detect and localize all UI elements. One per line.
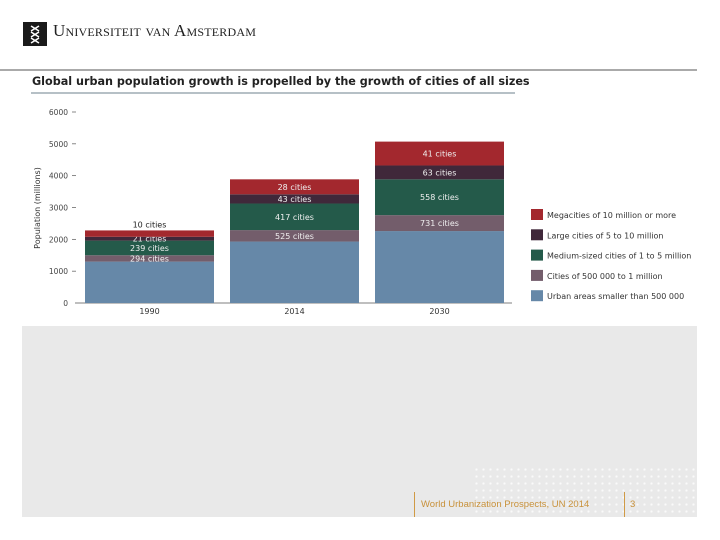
legend-swatch	[531, 209, 543, 220]
bar-segment-2030-3	[375, 165, 504, 180]
bar-segment-2030-1	[375, 215, 504, 232]
institution-name: Universiteit van Amsterdam	[53, 21, 257, 40]
chart-title: Global urban population growth is propel…	[32, 75, 530, 88]
legend-label: Cities of 500 000 to 1 million	[547, 272, 663, 281]
bar-segment-1990-1	[85, 255, 214, 262]
bar-segment-2014-0	[230, 241, 359, 303]
bar-segment-2030-0	[375, 231, 504, 303]
footer-divider-page	[624, 492, 625, 517]
bar-segment-1990-4	[85, 230, 214, 237]
uva-crest-icon	[23, 22, 47, 46]
segment-data-label: 41 cities	[423, 150, 457, 159]
segment-data-label: 294 cities	[130, 254, 169, 263]
header-divider	[0, 69, 697, 71]
y-tick-label: 0	[63, 299, 68, 308]
segment-data-label: 239 cities	[130, 244, 169, 253]
y-tick-label: 4000	[49, 172, 68, 181]
legend-swatch	[531, 269, 543, 281]
segment-data-label: 417 cities	[275, 213, 314, 222]
segment-data-label: 28 cities	[278, 183, 312, 192]
segment-data-label: 43 cities	[278, 195, 312, 204]
bar-segment-2014-2	[230, 203, 359, 231]
segment-data-label: 63 cities	[423, 168, 457, 177]
x-tick-label: 2014	[284, 307, 304, 316]
legend-label: Large cities of 5 to 10 million	[547, 231, 664, 240]
segment-data-label: 558 cities	[420, 193, 459, 202]
legend-swatch	[531, 229, 543, 241]
legend-label: Megacities of 10 million or more	[547, 211, 676, 220]
segment-data-label: 525 cities	[275, 232, 314, 241]
bar-segment-2030-4	[375, 141, 504, 166]
legend-label: Urban areas smaller than 500 000	[547, 292, 684, 301]
segment-data-label: 731 cities	[420, 219, 459, 228]
dot-pattern-decoration	[473, 466, 697, 517]
y-tick-label: 2000	[49, 235, 68, 244]
y-axis-label: Population (millions)	[33, 167, 42, 249]
crest-glyph-icon	[30, 25, 40, 44]
bar-segment-2030-2	[375, 179, 504, 216]
bar-segment-1990-3	[85, 236, 214, 241]
x-tick-label: 2030	[429, 307, 449, 316]
legend-swatch	[531, 249, 543, 261]
y-tick-label: 3000	[49, 204, 68, 213]
legend-swatch	[531, 290, 543, 302]
footer-source: World Urbanization Prospects, UN 2014	[421, 499, 590, 510]
bar-segment-1990-0	[85, 261, 214, 303]
y-tick-label: 1000	[49, 267, 68, 276]
legend-label: Medium-sized cities of 1 to 5 million	[547, 252, 691, 261]
segment-data-label: 10 cities	[133, 220, 167, 229]
y-tick-label: 5000	[49, 140, 68, 149]
page-number: 3	[630, 499, 636, 510]
bar-segment-2014-4	[230, 179, 359, 195]
segment-data-label: 21 cities	[133, 235, 167, 244]
x-tick-label: 1990	[139, 307, 159, 316]
footer-divider	[414, 492, 415, 517]
bar-segment-2014-3	[230, 194, 359, 204]
bar-segment-2014-1	[230, 230, 359, 242]
y-tick-label: 6000	[49, 108, 68, 117]
bar-segment-1990-2	[85, 240, 214, 256]
